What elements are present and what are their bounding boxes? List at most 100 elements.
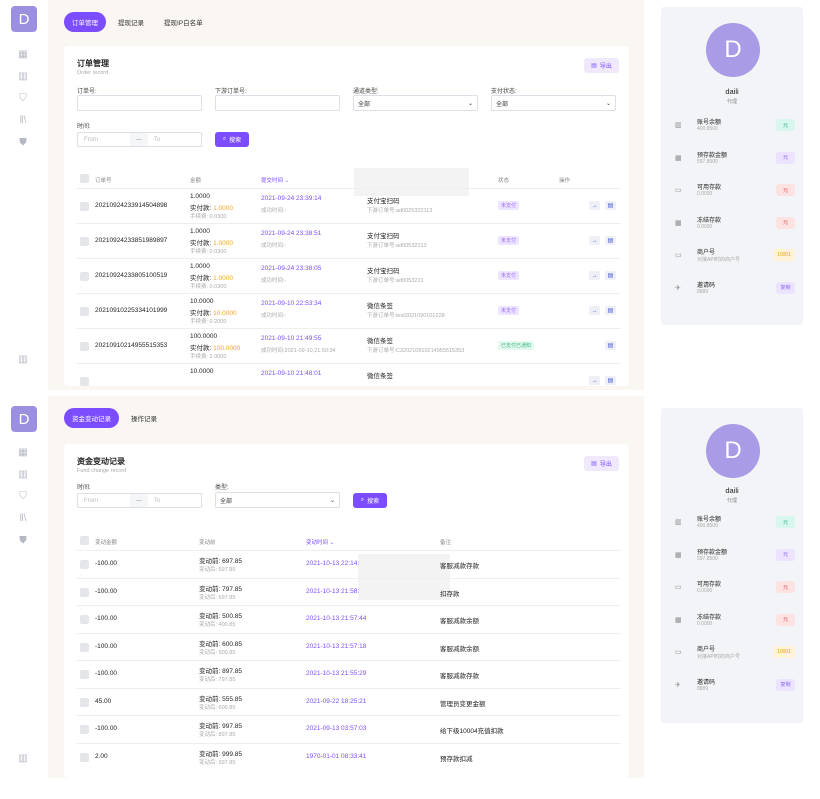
search-button[interactable]: ⌕ 搜索 bbox=[353, 493, 387, 508]
bar-chart-icon[interactable]: ▥ bbox=[18, 71, 28, 82]
row-checkbox[interactable] bbox=[80, 615, 89, 624]
row-checkbox[interactable] bbox=[80, 642, 89, 652]
notify-arrow-icon[interactable]: → bbox=[589, 306, 600, 315]
select-all-checkbox[interactable] bbox=[80, 174, 89, 183]
table-row[interactable]: -100.00 变动前: 500.85 变动后: 400.85 2021-10-… bbox=[77, 605, 621, 633]
row-checkbox[interactable] bbox=[80, 202, 89, 211]
security-icon[interactable]: ⛊ bbox=[19, 137, 27, 148]
table-row[interactable]: -100.00 变动前: 897.85 变动后: 797.85 2021-10-… bbox=[77, 660, 621, 688]
detail-icon[interactable]: ▤ bbox=[605, 201, 616, 210]
tab-withdraw-records[interactable]: 提现记录 bbox=[118, 20, 144, 27]
table-row[interactable]: 20210910225334101999 10.0000 实付款: 10.000… bbox=[77, 293, 621, 328]
to-date[interactable]: To bbox=[154, 497, 161, 504]
table-row[interactable]: 20210924233914504898 1.0000 实付款: 1.0000 … bbox=[77, 188, 621, 223]
copy-button[interactable]: 复制 bbox=[776, 678, 795, 691]
detail-icon[interactable]: ▤ bbox=[605, 271, 616, 280]
row-checkbox[interactable] bbox=[80, 560, 89, 569]
profile-item-value: 597.8500 bbox=[697, 555, 718, 562]
export-button[interactable]: ▤ 导出 bbox=[584, 58, 619, 73]
security-icon[interactable]: ⛊ bbox=[19, 535, 27, 546]
app-logo[interactable]: D bbox=[11, 6, 37, 32]
dashboard-icon[interactable]: ▦ bbox=[18, 447, 28, 458]
row-checkbox[interactable] bbox=[80, 670, 89, 679]
shield-icon[interactable]: ⛉ bbox=[19, 93, 27, 104]
change-time: 2021-10-13 21:57:18 bbox=[306, 642, 367, 650]
dashboard-icon[interactable]: ▦ bbox=[18, 49, 28, 60]
order-no[interactable]: 20210910225334101999 bbox=[95, 307, 168, 314]
table-row[interactable]: -100.00 变动前: 797.85 变动后: 697.85 2021-10-… bbox=[77, 577, 621, 606]
balance-after: 变动后: 897.85 bbox=[199, 732, 236, 738]
table-row[interactable]: 20210924233805100519 1.0000 实付款: 1.0000 … bbox=[77, 258, 621, 293]
tab-ip-whitelist[interactable]: 提现IP白名单 bbox=[164, 20, 203, 27]
tab-fund-change[interactable]: 资金变动记录 bbox=[64, 408, 119, 428]
downstream-order-no: 下游订单号:ad0053221 bbox=[367, 278, 424, 284]
order-page: D ▦ ▥ ⛉ ‖\ ⛊ ▥ 订单管理 提现记录 提现IP白名单 订单管理 Or… bbox=[0, 0, 820, 390]
fund-card: 资金变动记录 Fund change record ▤ 导出 时间: From —… bbox=[64, 444, 629, 778]
detail-icon[interactable]: ▤ bbox=[605, 236, 616, 245]
order-no[interactable]: 20210924233914504898 bbox=[95, 202, 168, 209]
from-date[interactable]: From bbox=[84, 136, 98, 143]
row-checkbox[interactable] bbox=[80, 272, 89, 281]
time-label: 时间: bbox=[77, 485, 91, 491]
down-order-no-input[interactable] bbox=[215, 95, 340, 111]
copy-button[interactable]: 复制 bbox=[776, 281, 795, 294]
channel-name: 支付宝扫码 bbox=[367, 268, 400, 275]
row-checkbox[interactable] bbox=[80, 307, 89, 316]
notify-arrow-icon[interactable]: → bbox=[589, 201, 600, 210]
library-icon[interactable]: ‖\ bbox=[19, 513, 27, 524]
col-submit-time[interactable]: 提交时间 ⌄ bbox=[261, 178, 290, 184]
row-checkbox[interactable] bbox=[80, 237, 89, 246]
search-button[interactable]: ⌕ 搜索 bbox=[215, 132, 249, 147]
profile-item-badge: 元 bbox=[776, 216, 795, 229]
app-logo[interactable]: D bbox=[11, 406, 37, 432]
channel-type-select[interactable]: 全部 ⌄ bbox=[353, 95, 478, 111]
export-button[interactable]: ▤ 导出 bbox=[584, 456, 619, 471]
table-row[interactable]: 20210910214955515353 100.0000 实付款: 100.0… bbox=[77, 328, 621, 363]
type-select[interactable]: 全部 ⌄ bbox=[215, 492, 340, 508]
stats-icon[interactable]: ▥ bbox=[18, 354, 28, 365]
table-row[interactable]: 10.0000 2021-09-10 21:48:01 微信条签 → ▤ bbox=[77, 363, 621, 390]
library-icon[interactable]: ‖\ bbox=[19, 115, 27, 126]
table-row[interactable]: -100.00 变动前: 997.85 变动后: 897.85 2021-09-… bbox=[77, 715, 621, 743]
row-checkbox[interactable] bbox=[80, 697, 89, 707]
row-checkbox[interactable] bbox=[80, 342, 89, 351]
row-checkbox[interactable] bbox=[80, 725, 89, 734]
date-range-picker[interactable]: From — To bbox=[77, 132, 202, 147]
bar-chart-icon[interactable]: ▥ bbox=[18, 469, 28, 480]
col-time[interactable]: 变动时间 ⌄ bbox=[306, 540, 335, 546]
detail-icon[interactable]: ▤ bbox=[605, 306, 616, 315]
notify-arrow-icon[interactable]: → bbox=[589, 236, 600, 245]
profile-item-value: 8889 bbox=[697, 288, 709, 295]
status-badge: 未支付 bbox=[498, 306, 520, 315]
stats-icon[interactable]: ▥ bbox=[18, 753, 28, 764]
row-checkbox[interactable] bbox=[80, 587, 89, 597]
order-no[interactable]: 20210910214955515353 bbox=[95, 342, 168, 349]
select-all-checkbox[interactable] bbox=[80, 536, 89, 545]
tab-order-management[interactable]: 订单管理 bbox=[64, 12, 106, 32]
notify-arrow-icon[interactable]: → bbox=[589, 376, 600, 385]
table-row[interactable]: 20210924233851989897 1.0000 实付款: 1.0000 … bbox=[77, 223, 621, 258]
notify-arrow-icon[interactable]: → bbox=[589, 271, 600, 280]
from-date[interactable]: From bbox=[84, 497, 98, 504]
profile-item-value: 0.0000 bbox=[697, 620, 713, 627]
pay-status-select[interactable]: 全部 ⌄ bbox=[491, 95, 616, 111]
table-row[interactable]: 45.00 变动前: 555.85 变动后: 600.85 2021-09-22… bbox=[77, 687, 621, 716]
row-checkbox[interactable] bbox=[80, 377, 89, 386]
real-paid: 实付款: 10.0000 bbox=[190, 307, 237, 317]
row-checkbox[interactable] bbox=[80, 752, 89, 762]
order-no-input[interactable] bbox=[77, 95, 202, 111]
channel-name: 微信条签 bbox=[367, 338, 393, 345]
order-no[interactable]: 20210924233805100519 bbox=[95, 272, 168, 279]
detail-icon[interactable]: ▤ bbox=[605, 376, 616, 385]
amount: 10.0000 bbox=[190, 298, 214, 305]
order-no[interactable]: 20210924233851989897 bbox=[95, 237, 168, 244]
date-range-picker[interactable]: From — To bbox=[77, 493, 202, 508]
detail-icon[interactable]: ▤ bbox=[605, 341, 616, 350]
tab-operation-log[interactable]: 操作记录 bbox=[131, 416, 157, 423]
user-name: daili bbox=[725, 87, 739, 96]
table-row[interactable]: -100.00 变动前: 600.85 变动后: 500.85 2021-10-… bbox=[77, 632, 621, 661]
table-row[interactable]: 2.00 变动前: 999.85 变动后: 997.85 1970-01-01 … bbox=[77, 742, 621, 771]
shield-icon[interactable]: ⛉ bbox=[19, 491, 27, 502]
table-row[interactable]: -100.00 变动前: 697.85 变动后: 597.85 2021-10-… bbox=[77, 550, 621, 578]
to-date[interactable]: To bbox=[154, 136, 161, 143]
